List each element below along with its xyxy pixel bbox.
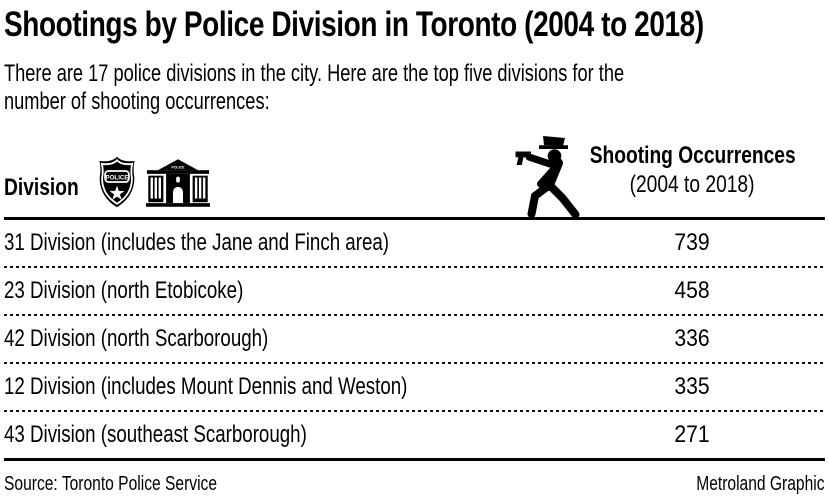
footer-divider	[4, 458, 825, 461]
subtitle: There are 17 police divisions in the cit…	[4, 60, 825, 116]
division-cell: 23 Division (north Etobicoke)	[4, 277, 560, 305]
value-column-header: Shooting Occurrences (2004 to 2018)	[560, 141, 825, 199]
division-label: 42 Division (north Scarborough)	[4, 325, 269, 352]
station-door	[172, 186, 184, 204]
page-title-text: Shootings by Police Division in Toronto …	[4, 5, 704, 44]
shooting-officer-icon	[515, 136, 580, 217]
value-cell: 458	[560, 277, 825, 305]
header-divider	[4, 217, 825, 220]
row-divider	[4, 266, 825, 268]
station-windows	[150, 177, 206, 199]
table-row: 43 Division (southeast Scarborough) 271	[4, 412, 825, 458]
value-cell: 271	[560, 421, 825, 449]
division-label: 12 Division (includes Mount Dennis and W…	[4, 373, 408, 400]
division-cell: 12 Division (includes Mount Dennis and W…	[4, 373, 560, 401]
table-row: 12 Division (includes Mount Dennis and W…	[4, 364, 825, 410]
value-header-line2: (2004 to 2018)	[630, 171, 755, 198]
police-cap	[543, 136, 565, 146]
badge-banner	[104, 170, 130, 183]
occurrence-count: 271	[674, 421, 711, 448]
subtitle-line2: number of shooting occurrences:	[4, 88, 270, 115]
value-cell: 336	[560, 325, 825, 353]
badge-star	[109, 185, 125, 200]
division-column-header-text: Division	[4, 174, 79, 201]
source-credit: Source: Toronto Police Service	[4, 473, 277, 496]
subtitle-line1: There are 17 police divisions in the cit…	[4, 60, 625, 87]
page-title: Shootings by Police Division in Toronto …	[4, 4, 825, 46]
table-row: 31 Division (includes the Jane and Finch…	[4, 220, 825, 266]
row-divider	[4, 362, 825, 364]
occurrence-count: 739	[674, 229, 711, 256]
graphic-credit-text: Metroland Graphic	[696, 473, 825, 495]
value-cell: 739	[560, 229, 825, 257]
division-label: 31 Division (includes the Jane and Finch…	[4, 229, 390, 256]
division-cell: 42 Division (north Scarborough)	[4, 325, 560, 353]
division-cell: 43 Division (southeast Scarborough)	[4, 421, 560, 449]
badge-label: POLICE	[105, 174, 128, 181]
table-row: 42 Division (north Scarborough) 336	[4, 316, 825, 362]
police-badge-icon: POLICE	[99, 156, 135, 208]
row-divider	[4, 410, 825, 412]
pistol	[515, 151, 531, 165]
station-label: POLICE	[172, 166, 186, 170]
table-body: 31 Division (includes the Jane and Finch…	[4, 220, 825, 458]
police-station-icon: POLICE	[146, 159, 210, 207]
division-label: 23 Division (north Etobicoke)	[4, 277, 244, 304]
table-row: 23 Division (north Etobicoke) 458	[4, 268, 825, 314]
footer: Source: Toronto Police Service Metroland…	[4, 461, 825, 496]
infographic: Shootings by Police Division in Toronto …	[0, 4, 829, 496]
occurrence-count: 336	[674, 325, 711, 352]
graphic-credit: Metroland Graphic	[660, 473, 825, 496]
table-header: Division POLICE POLICE	[4, 116, 825, 217]
value-header-line1: Shooting Occurrences	[589, 142, 796, 169]
occurrence-count: 335	[674, 373, 711, 400]
row-divider	[4, 314, 825, 316]
division-cell: 31 Division (includes the Jane and Finch…	[4, 229, 560, 257]
occurrence-count: 458	[674, 277, 711, 304]
source-credit-text: Source: Toronto Police Service	[4, 473, 218, 495]
division-column-header: Division	[4, 174, 97, 202]
value-cell: 335	[560, 373, 825, 401]
division-label: 43 Division (southeast Scarborough)	[4, 421, 307, 448]
